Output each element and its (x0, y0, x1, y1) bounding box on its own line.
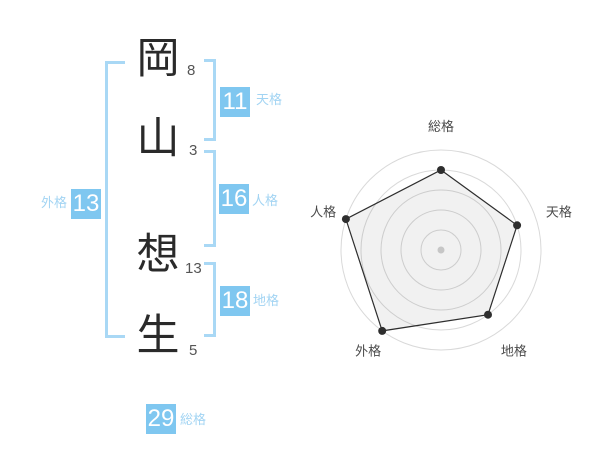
gaikaku-bracket (105, 61, 125, 338)
chikaku-label: 地格 (253, 293, 280, 308)
gaikaku-value-badge: 13 (71, 189, 101, 219)
jinkaku-bracket (204, 150, 216, 247)
radar-grid-ring (400, 209, 482, 291)
radar-axis-label: 天格 (546, 205, 572, 220)
radar-axis-label: 外格 (355, 343, 381, 358)
name-character: 山 (136, 115, 180, 163)
gaikaku-label: 外格 (41, 195, 68, 210)
radar-data-point (513, 221, 522, 230)
radar-axis-label: 地格 (501, 343, 527, 358)
name-character: 岡 (136, 35, 180, 83)
radar-center-dot (437, 246, 445, 254)
radar-grid-ring (340, 149, 542, 351)
soukaku-value-badge: 29 (146, 404, 176, 434)
stroke-count: 13 (185, 260, 202, 277)
jinkaku-value-badge: 16 (219, 184, 249, 214)
name-character: 生 (136, 312, 180, 360)
radar-data-point (378, 326, 387, 335)
stroke-count: 3 (189, 142, 198, 159)
jinkaku-label: 人格 (252, 193, 279, 208)
radar-axis-label: 総格 (428, 119, 454, 134)
name-character: 想 (136, 231, 180, 279)
tenkaku-bracket (204, 59, 216, 141)
soukaku-label: 総格 (180, 412, 207, 427)
chikaku-value-badge: 18 (220, 286, 250, 316)
radar-data-point (341, 215, 350, 224)
chikaku-bracket (204, 262, 216, 337)
radar-grid-ring (420, 229, 462, 271)
radar-grid-ring (380, 189, 502, 311)
radar-axis-label: 人格 (310, 205, 336, 220)
radar-data-point (437, 166, 445, 174)
radar-data-point (484, 310, 492, 319)
radar-data-polygon (345, 169, 518, 332)
stroke-count: 8 (187, 62, 196, 79)
tenkaku-label: 天格 (256, 92, 283, 107)
stroke-count: 5 (189, 342, 198, 359)
tenkaku-value-badge: 11 (220, 87, 250, 117)
